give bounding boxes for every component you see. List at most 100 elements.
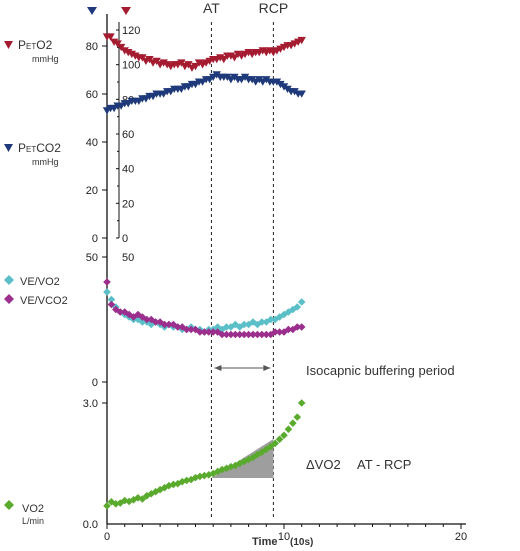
vo2-point (204, 470, 213, 479)
petco2-point (276, 80, 285, 89)
petco2-point (272, 78, 282, 86)
vo2-point (112, 500, 120, 508)
ve-vo2-point (258, 318, 266, 326)
ve-vo2-point (227, 323, 235, 331)
vo2-point (266, 442, 275, 451)
vo2-point (218, 465, 226, 474)
vo2-point (213, 467, 222, 476)
peto2-point (219, 55, 229, 64)
vo2-point (280, 431, 288, 440)
ve-vo2-point (107, 295, 116, 304)
ve-vco2-point (116, 308, 125, 316)
vo2-point (143, 491, 151, 500)
petco2-point (212, 71, 221, 79)
ve-vco2-point (200, 328, 209, 336)
x-tick-label: 0 (104, 531, 110, 543)
chart-plot-area: 01020806040200120100806040200500503.00.0… (83, 0, 467, 543)
legend-ve-vo2: VE/VO2 (4, 275, 60, 288)
vo2-point (271, 439, 279, 448)
ve-vco2-point (297, 323, 306, 331)
peto2-point (106, 33, 115, 41)
gas-right-tick-label: 0 (122, 233, 128, 245)
vo2-point (165, 481, 173, 490)
legend-vo2: VO2 L/min (4, 500, 44, 526)
gas-left-tick-label: 80 (86, 41, 98, 53)
petco2-point (262, 76, 271, 84)
ve-vco2-point (129, 313, 138, 321)
ve-vo2-point (266, 315, 275, 324)
vo2-point (244, 455, 253, 464)
ve-vco2-point (240, 330, 248, 339)
vo2-point (209, 469, 217, 478)
legend-peto2: PETO2 mmHg (4, 38, 59, 64)
ve-vco2-point (293, 323, 302, 331)
ve-vco2-point (231, 330, 240, 339)
vo2-point (160, 483, 169, 492)
buffering-arrow-head-left (214, 365, 222, 371)
dvo2-annotation: ΔVO2 (306, 457, 341, 472)
peto2-label: PETO2 (18, 38, 53, 52)
x-axis-label: Time (252, 536, 277, 548)
buffering-arrow-head-right (263, 365, 271, 371)
petco2-label: PETCO2 (18, 141, 61, 155)
ve-vo2-label: VE/VO2 (20, 276, 60, 288)
petco2-point (297, 90, 306, 98)
ve-vco2-point (249, 330, 257, 339)
buffering-annotation: Isocapnic buffering period (306, 363, 455, 378)
ve-vco2-point (174, 323, 182, 331)
vo2-point (227, 462, 235, 471)
ven-left-tick-label: 50 (86, 252, 98, 264)
ve-vo2-point (271, 315, 279, 324)
ve-vco2-point (227, 330, 235, 339)
ve-vco2-point (160, 320, 169, 329)
vo2-point (231, 461, 240, 470)
petco2-point (240, 73, 250, 81)
ve-vco2-point (218, 330, 226, 339)
ve-vco2-point (204, 328, 213, 336)
gas-right-tick-label: 40 (122, 164, 134, 176)
ve-vo2-point (293, 303, 302, 311)
vo2-point (297, 399, 306, 407)
petco2-point (279, 83, 289, 91)
vo2-point (174, 479, 182, 488)
ve-vco2-point (244, 330, 253, 339)
threshold-label-rcp: RCP (259, 0, 289, 16)
vo2-unit: L/min (22, 516, 44, 526)
vo2-point (240, 457, 248, 466)
vo2-point (187, 475, 195, 484)
ve-vco2-point (143, 315, 151, 324)
ve-vco2-point (209, 328, 217, 336)
ve-vco2-point (138, 313, 147, 321)
ve-vo2-point (262, 318, 271, 326)
vo2-point (138, 495, 147, 503)
legend-ve-vco2: VE/VCO2 (4, 294, 68, 307)
threshold-label-at: AT (203, 0, 220, 16)
peto2-point (230, 54, 239, 62)
gas-right-tick-label: 60 (122, 129, 134, 141)
ve-vco2-point (222, 330, 231, 339)
vo2-point (151, 487, 160, 496)
ve-vco2-point (235, 330, 244, 339)
ve-vo2-point (103, 288, 111, 296)
vo2-point (293, 413, 302, 421)
vo2-label: VO2 (22, 503, 44, 515)
ve-vco2-point (275, 328, 284, 336)
vo2-legend-marker (4, 500, 14, 510)
ve-vo2-point (284, 308, 293, 316)
vo2-point (182, 476, 191, 485)
ve-vo2-point (218, 325, 226, 334)
vo2-point (120, 496, 129, 505)
ve-vco2-point (165, 320, 173, 329)
ve-vco2-label: VE/VCO2 (20, 295, 68, 307)
vo2-point (284, 425, 293, 434)
top-marker-triangle (121, 7, 131, 15)
gas-left-tick-label: 40 (86, 137, 98, 149)
vo2-point (156, 485, 164, 494)
ve-vo2-legend-marker (4, 275, 14, 285)
peto2-point (297, 36, 306, 45)
gas-left-tick-label: 60 (86, 89, 98, 101)
gas-right-tick-label: 120 (122, 25, 140, 37)
petco2-point (255, 76, 264, 84)
ven-right-tick-label: 50 (122, 252, 134, 264)
